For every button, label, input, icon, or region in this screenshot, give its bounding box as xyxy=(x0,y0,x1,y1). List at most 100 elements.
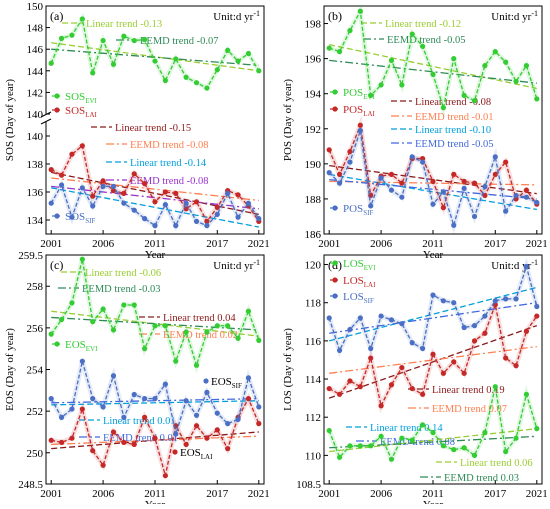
data-point xyxy=(503,448,509,455)
data-point xyxy=(214,323,220,329)
data-point xyxy=(513,192,519,199)
data-point xyxy=(69,406,75,412)
series-legend-label-sub: SIF xyxy=(232,382,242,390)
data-point xyxy=(183,329,189,335)
unit-text: Unit:d yr xyxy=(491,11,531,23)
data-point xyxy=(378,403,384,409)
series-legend-label: LOSLAI xyxy=(343,275,376,289)
data-point xyxy=(326,45,332,51)
series-legend-label: EOSLAI xyxy=(180,447,213,461)
series-legend-label-sub: LAI xyxy=(85,111,97,119)
data-point xyxy=(204,435,210,441)
series-legend-marker xyxy=(332,293,338,299)
data-point xyxy=(245,375,252,381)
data-point xyxy=(69,151,75,157)
data-point xyxy=(336,347,343,354)
data-point xyxy=(471,98,478,104)
data-point xyxy=(420,159,426,165)
data-point xyxy=(69,300,75,306)
y-tick-label: 148 xyxy=(27,23,44,35)
x-tick-label: 2021 xyxy=(526,238,548,250)
data-point xyxy=(256,68,262,74)
x-tick-label: 2006 xyxy=(92,488,115,500)
x-tick-label: 2017 xyxy=(484,238,507,250)
data-point xyxy=(204,223,210,229)
data-point xyxy=(69,435,75,441)
data-point xyxy=(48,60,54,66)
unit-label: Unit:d yr-1 xyxy=(491,258,538,272)
data-point xyxy=(110,183,117,189)
y-tick-label: 142 xyxy=(27,87,44,99)
data-point xyxy=(461,370,467,376)
trend-legend-label: Linear trend -0.15 xyxy=(115,123,191,134)
series-legend-label-sub: LAI xyxy=(364,281,376,289)
data-point xyxy=(152,199,158,205)
trend-line xyxy=(51,42,259,72)
data-point xyxy=(378,82,384,88)
data-point xyxy=(131,441,137,448)
data-point xyxy=(482,330,488,336)
data-point xyxy=(235,335,241,341)
trend-line xyxy=(51,187,259,228)
data-point xyxy=(513,435,519,441)
data-point xyxy=(503,159,509,165)
y-axis-title: SOS (Day of year) xyxy=(4,79,16,162)
data-point xyxy=(235,214,241,220)
trend-legend-label: Linear trend 0.14 xyxy=(370,423,443,434)
panel-label: (a) xyxy=(50,9,63,23)
series-legend-marker xyxy=(203,378,209,384)
data-point xyxy=(142,181,148,187)
data-point xyxy=(79,16,85,22)
series-legend-label: POSSIF xyxy=(343,203,373,217)
data-point xyxy=(162,77,168,84)
data-point xyxy=(193,412,200,418)
y-tick-label: 256 xyxy=(27,323,44,335)
trend-legend-label: EEMD trend 0.08 xyxy=(380,437,455,448)
data-point xyxy=(152,323,158,329)
data-point xyxy=(440,443,446,449)
series-legend-label-base: LOS xyxy=(343,258,364,270)
data-point xyxy=(399,194,405,200)
data-point xyxy=(420,422,426,428)
data-point xyxy=(183,74,189,80)
data-point xyxy=(173,190,179,196)
trend-legend-label: Linear trend -0.08 xyxy=(415,97,491,108)
data-point xyxy=(100,462,106,468)
data-point xyxy=(492,171,498,177)
data-point xyxy=(245,50,252,57)
data-point xyxy=(214,427,220,433)
y-tick-label: 258 xyxy=(27,281,44,293)
data-point xyxy=(121,302,127,308)
trend-legend-label: EEMD trend 0.03 xyxy=(444,473,519,484)
series-legend-label-sub: EVI xyxy=(86,345,98,353)
series-legend-label-base: EOS xyxy=(180,447,201,459)
data-point xyxy=(142,36,148,43)
data-point xyxy=(336,49,343,55)
data-point xyxy=(420,345,426,352)
trend-line xyxy=(51,171,259,216)
data-point xyxy=(461,178,467,184)
series-legend-marker xyxy=(332,205,338,211)
x-tick-label: 2017 xyxy=(206,238,229,250)
trend-legend-label: EEMD trend -0.08 xyxy=(130,140,208,151)
trend-line xyxy=(329,173,537,211)
unit-label: Unit:d yr-1 xyxy=(213,258,260,272)
data-point xyxy=(326,170,332,176)
data-point xyxy=(440,298,446,304)
series-line xyxy=(50,183,260,228)
data-point xyxy=(225,47,231,53)
trend-legend-label: Linear trend 0.19 xyxy=(432,385,505,396)
data-point xyxy=(173,56,179,62)
axis-break-gap xyxy=(40,115,52,121)
y-tick-label: 116 xyxy=(305,336,322,348)
data-point xyxy=(336,171,343,177)
data-point xyxy=(357,384,363,390)
data-point xyxy=(409,385,415,392)
data-point xyxy=(461,185,467,191)
series-legend-marker xyxy=(332,260,338,266)
data-point xyxy=(173,223,179,229)
data-point xyxy=(214,410,220,416)
y-tick-label: 144 xyxy=(27,66,44,78)
